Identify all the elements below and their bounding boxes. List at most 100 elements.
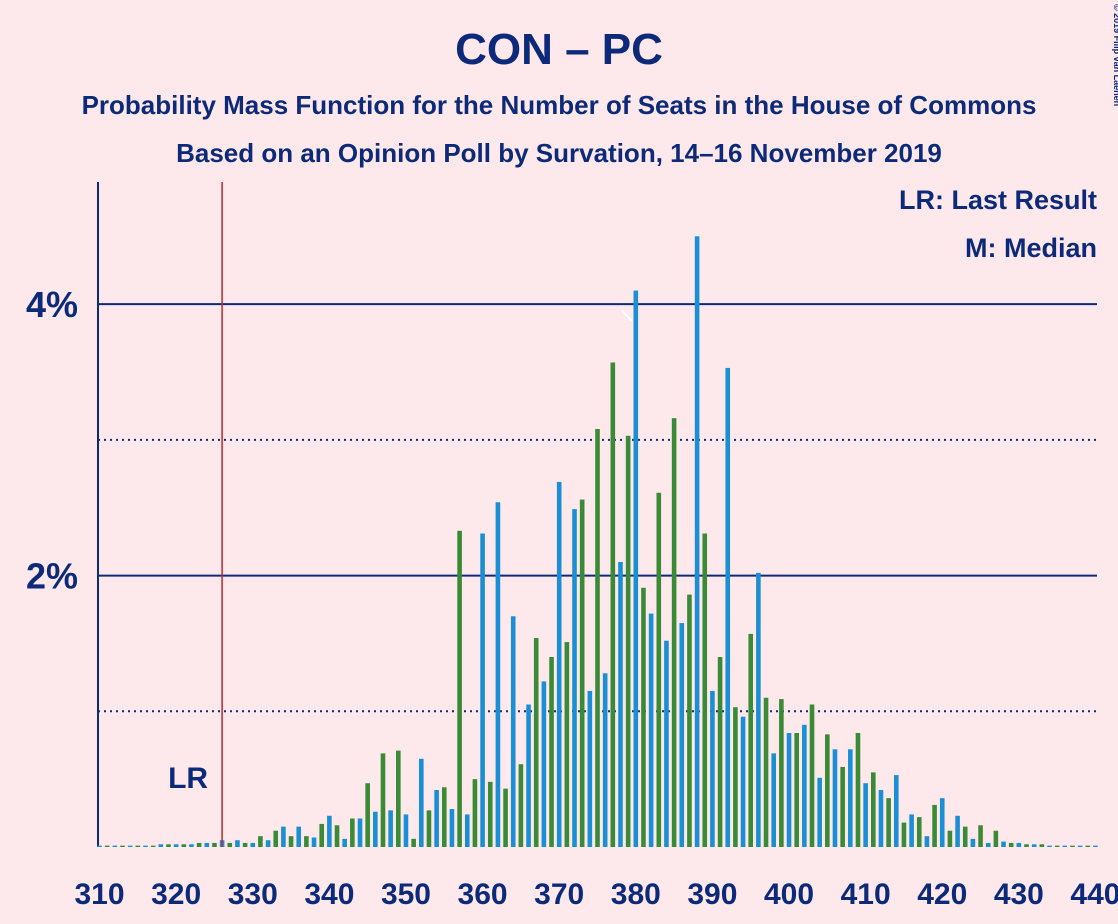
- bar: [909, 814, 914, 847]
- x-tick-label: 380: [611, 878, 661, 911]
- bar: [916, 817, 922, 847]
- bar: [495, 502, 501, 847]
- bar: [825, 734, 830, 847]
- bar: [273, 830, 279, 847]
- x-tick-label: 440: [1070, 878, 1118, 911]
- bar: [212, 842, 217, 847]
- bar: [173, 844, 179, 847]
- bar: [955, 815, 960, 847]
- bar: [112, 845, 118, 847]
- bar: [1093, 845, 1098, 847]
- bar: [848, 749, 853, 847]
- bar: [564, 642, 570, 847]
- chart-title: CON – PC: [455, 25, 663, 74]
- bar: [281, 826, 286, 847]
- x-tick-label: 360: [458, 878, 508, 911]
- bar: [633, 290, 639, 848]
- bar: [702, 533, 708, 847]
- bar: [893, 775, 899, 847]
- bar: [135, 845, 141, 847]
- bar: [120, 845, 125, 847]
- bar: [832, 749, 838, 847]
- bar: [158, 844, 164, 847]
- bar: [947, 830, 953, 847]
- bar: [855, 733, 861, 847]
- x-tick-label: 420: [917, 878, 967, 911]
- bar: [1016, 842, 1022, 847]
- copyright: © 2019 Filip van Laenen: [1112, 4, 1118, 106]
- bar: [319, 823, 325, 847]
- bar: [357, 818, 363, 847]
- bar: [411, 838, 416, 847]
- bar: [526, 704, 531, 847]
- bar: [334, 825, 340, 847]
- bar: [250, 842, 256, 847]
- last-result-label: LR: [168, 762, 208, 795]
- bar: [418, 758, 424, 847]
- bar: [1047, 845, 1052, 847]
- bar: [258, 836, 263, 847]
- bar: [978, 825, 983, 847]
- bar: [311, 837, 317, 847]
- bar: [740, 716, 746, 847]
- bar: [939, 798, 945, 847]
- bar: [886, 798, 891, 847]
- bar: [487, 781, 493, 847]
- bar: [373, 811, 378, 847]
- bar: [962, 826, 968, 847]
- bar: [380, 753, 386, 847]
- bar: [480, 533, 485, 847]
- bar: [541, 681, 547, 847]
- bar: [1008, 842, 1014, 847]
- bar: [365, 783, 370, 847]
- bar: [127, 845, 133, 847]
- y-tick-label: 2%: [26, 556, 78, 597]
- bar: [985, 842, 991, 847]
- bar: [786, 733, 792, 847]
- bar: [166, 844, 171, 847]
- bar: [664, 640, 669, 847]
- bar: [656, 492, 662, 847]
- bar: [556, 481, 562, 847]
- bar: [870, 772, 876, 847]
- bar: [235, 840, 240, 847]
- bar: [924, 836, 930, 847]
- bar: [641, 587, 646, 847]
- bar: [457, 530, 462, 847]
- bar: [143, 845, 148, 847]
- x-tick-label: 400: [764, 878, 814, 911]
- bar: [1077, 845, 1083, 847]
- bar: [817, 777, 822, 847]
- bar: [1039, 844, 1045, 847]
- bar: [327, 815, 332, 847]
- bar: [687, 594, 692, 847]
- x-tick-label: 430: [994, 878, 1044, 911]
- bar: [97, 845, 102, 847]
- median-marker: [621, 309, 633, 322]
- bar: [610, 362, 616, 847]
- bar: [426, 810, 432, 847]
- bar: [1070, 845, 1075, 847]
- bar: [1001, 841, 1006, 847]
- bar: [756, 572, 761, 847]
- bar: [771, 753, 777, 847]
- bar: [1085, 845, 1091, 847]
- bar: [625, 435, 631, 847]
- bar: [733, 707, 738, 847]
- bar: [403, 814, 409, 847]
- bar: [510, 616, 516, 847]
- bar: [648, 613, 654, 847]
- bar: [717, 657, 723, 847]
- x-tick-label: 320: [151, 878, 201, 911]
- x-tick-label: 310: [75, 878, 125, 911]
- bar: [288, 836, 294, 847]
- bar: [533, 638, 539, 847]
- chart-subtitle: Based on an Opinion Poll by Survation, 1…: [176, 138, 942, 168]
- bar: [196, 842, 202, 847]
- bar: [694, 236, 700, 848]
- bar: [265, 840, 271, 847]
- bar: [342, 838, 347, 847]
- legend-entry: M: Median: [965, 233, 1097, 263]
- bar: [679, 623, 685, 847]
- x-tick-label: 370: [534, 878, 584, 911]
